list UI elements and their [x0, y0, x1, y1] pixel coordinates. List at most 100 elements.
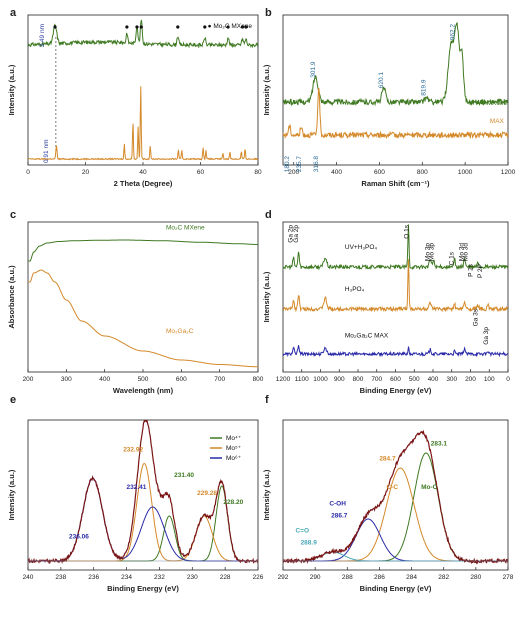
phase-marker — [53, 25, 57, 29]
data-label: 283.1 — [431, 441, 448, 448]
series-line — [28, 19, 258, 49]
y-axis-title: Intensity (a.u.) — [262, 271, 271, 322]
annotation: Mo 3p — [425, 243, 432, 261]
legend-entry: Mo⁶⁺ — [226, 455, 241, 462]
data-label: C-OH — [329, 501, 346, 508]
annotation: Mo 3d — [458, 243, 465, 261]
x-tick-label: 292 — [278, 574, 289, 581]
x-tick-label: 800 — [353, 376, 364, 383]
x-tick-label: 240 — [23, 574, 34, 581]
x-tick-label: 200 — [288, 169, 299, 176]
series-line — [283, 87, 508, 140]
x-tick-label: 60 — [197, 169, 205, 176]
phase-marker — [226, 25, 230, 29]
x-tick-label: 228 — [220, 574, 231, 581]
phase-marker — [240, 25, 245, 29]
panel-c: c 200 300 400 500 600 700 800 Wavelength (nm) Abs… — [7, 209, 264, 395]
legend-entry: ● Mo₂C MXene — [208, 23, 253, 30]
phase-marker — [125, 25, 129, 29]
series-line — [283, 22, 508, 107]
data-label: 228.20 — [223, 499, 243, 506]
x-tick-label: 600 — [176, 376, 187, 383]
plot-area-d — [283, 224, 508, 358]
annotation: Ga 3s — [473, 308, 480, 326]
x-tick-label: 200 — [465, 376, 476, 383]
plot-frame-d — [282, 221, 509, 373]
x-tick-label: 236 — [88, 574, 99, 581]
annotation: P 2P — [477, 264, 484, 278]
x-tick-label: 300 — [61, 376, 72, 383]
data-label: 236.06 — [69, 534, 89, 541]
panel-b: b 200 400 600 800 1000 1200 Raman Shift (cm⁻¹) I… — [262, 7, 516, 188]
annotation: Mo₂C MXene — [166, 225, 205, 232]
annotation: Ga 2p — [287, 225, 294, 243]
plot-frame-e — [27, 419, 259, 571]
series-line — [283, 224, 508, 271]
data-label: Mo-C — [421, 484, 438, 491]
y-axis-title: Intensity (a.u.) — [262, 469, 271, 520]
annotation: H₃PO₄ — [345, 286, 365, 293]
x-tick-label: 40 — [139, 169, 147, 176]
panel-letter-b: b — [265, 7, 272, 19]
series-line — [28, 462, 258, 562]
x-axis-title: Binding Energy (eV) — [360, 386, 432, 395]
x-tick-label: 600 — [390, 376, 401, 383]
x-tick-label: 278 — [503, 574, 514, 581]
panel-e: e 240 238 236 234 232 230 228 226 Binding Energy … — [7, 394, 264, 593]
x-tick-label: 500 — [138, 376, 149, 383]
series-line — [283, 467, 508, 562]
plot-frame-f — [282, 419, 509, 571]
plot-area-b — [283, 22, 508, 140]
panel-letter-c: c — [10, 209, 16, 221]
x-tick-label: 400 — [331, 169, 342, 176]
annotation: C 1s — [449, 251, 456, 265]
panel-letter-e: e — [10, 394, 16, 406]
annotation: 316.8 — [313, 156, 320, 173]
x-tick-label: 1000 — [313, 376, 328, 383]
data-label: C-C — [387, 484, 399, 491]
x-axis-title: 2 Theta (Degree) — [114, 179, 173, 188]
x-tick-label: 100 — [484, 376, 495, 383]
x-tick-label: 80 — [254, 169, 262, 176]
annotation: Mo 3p — [429, 243, 436, 261]
data-label: 288.9 — [301, 540, 318, 547]
x-tick-label: 288 — [342, 574, 353, 581]
x-tick-label: 800 — [253, 376, 264, 383]
x-tick-label: 280 — [470, 574, 481, 581]
annotation: 620.1 — [378, 72, 385, 89]
annotation: Ga 3p — [483, 327, 490, 345]
x-axis-title: Binding Energy (eV) — [360, 584, 432, 593]
y-axis-title: Absorbance (a.u.) — [7, 265, 16, 329]
x-tick-label: 238 — [55, 574, 66, 581]
x-tick-label: 234 — [121, 574, 132, 581]
x-tick-label: 600 — [374, 169, 385, 176]
annotation: P 2s — [467, 263, 474, 277]
legend-entry: Mo⁴⁺ — [226, 435, 241, 442]
x-tick-label: 232 — [154, 574, 165, 581]
series-line — [28, 420, 258, 565]
data-label: 286.7 — [331, 513, 348, 520]
annotation: MAX — [490, 118, 505, 125]
annotation: 962.2 — [449, 24, 456, 41]
annotation: Ga 2p — [293, 225, 300, 243]
x-tick-label: 1000 — [458, 169, 473, 176]
phase-marker — [135, 25, 139, 29]
x-tick-label: 1100 — [295, 376, 309, 383]
legend-entry: Mo⁵⁺ — [226, 445, 241, 452]
x-axis-title: Raman Shift (cm⁻¹) — [361, 179, 430, 188]
panel-letter-d: d — [265, 209, 272, 221]
x-axis-title: Binding Energy (eV) — [107, 584, 179, 593]
x-tick-label: 0 — [506, 376, 510, 383]
annotation: MXene — [487, 100, 508, 107]
plot-frame-b — [282, 14, 509, 166]
x-tick-label: 1200 — [501, 169, 516, 176]
phase-marker — [244, 25, 248, 29]
x-tick-label: 284 — [406, 574, 417, 581]
plot-area-a — [28, 19, 258, 161]
annotation: 3.49 nm — [39, 24, 46, 48]
annotation: UV+H₃PO₄ — [345, 244, 378, 251]
x-tick-label: 400 — [428, 376, 439, 383]
y-axis-title: Intensity (a.u.) — [7, 64, 16, 115]
x-tick-label: 230 — [187, 574, 198, 581]
